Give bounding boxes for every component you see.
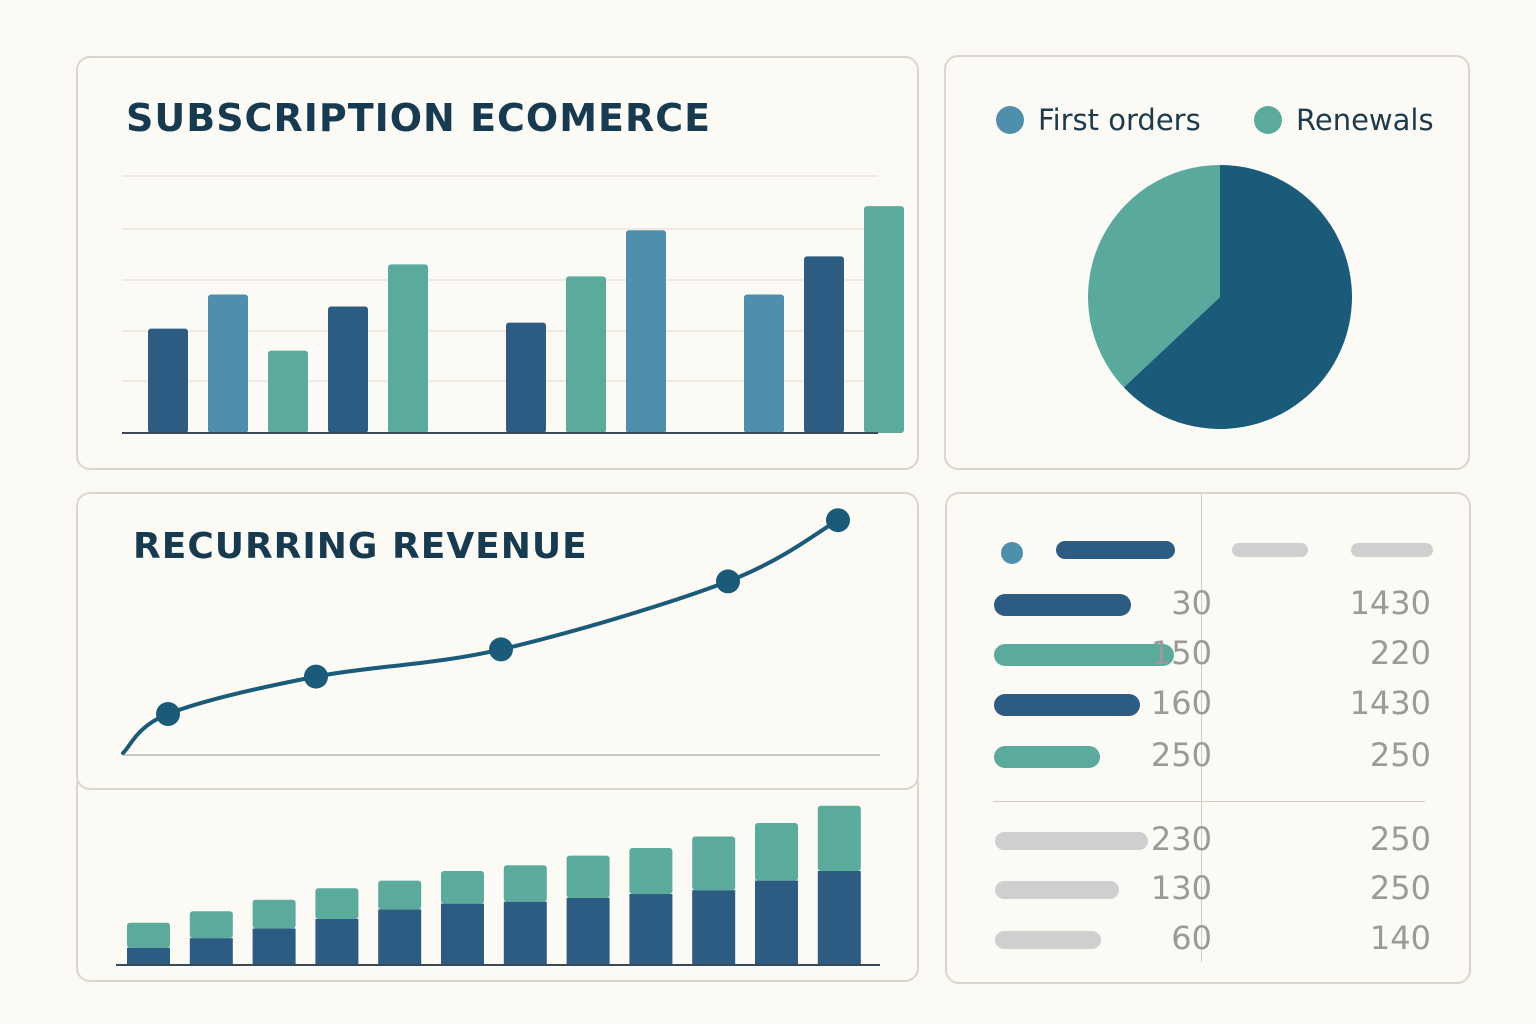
- bar: [506, 322, 546, 433]
- legend-item-renewals: Renewals: [1254, 103, 1434, 137]
- cell-value: 1430: [1349, 584, 1431, 622]
- stacked-bar-segment: [189, 911, 233, 939]
- cell-value: 220: [1369, 634, 1431, 672]
- legend-swatch: [1254, 106, 1282, 134]
- pie-slice: [1088, 165, 1220, 388]
- row-bar: [994, 694, 1140, 716]
- stacked-bar-segment: [755, 880, 798, 965]
- stacked-bar-segment: [566, 855, 610, 898]
- cell-value: 160: [1150, 684, 1212, 722]
- cell-value: 250: [1369, 869, 1431, 907]
- stacked-bar-segment: [189, 938, 233, 965]
- stacked-bar-segment: [127, 947, 170, 965]
- legend-label: First orders: [1038, 103, 1201, 137]
- bar: [626, 230, 666, 433]
- cell-value: 1430: [1349, 684, 1431, 722]
- cell-value: 230: [1150, 820, 1212, 858]
- data-point: [489, 637, 513, 662]
- row-placeholder-bar: [995, 931, 1102, 949]
- stacked-bar-segment: [503, 865, 547, 902]
- stacked-bar-segment: [566, 897, 610, 965]
- cell-value: 250: [1150, 736, 1212, 774]
- bar-chart: [122, 175, 904, 434]
- data-point: [716, 569, 740, 594]
- bar: [328, 306, 368, 433]
- legend-item-first-orders: First orders: [996, 103, 1201, 137]
- data-table-panel: 30 1430 150 220 160 1430 250 250 230 250 130 250 60 1…: [945, 492, 1471, 984]
- row-placeholder-bar: [995, 881, 1120, 899]
- cell-value: 30: [1171, 584, 1212, 622]
- stacked-bar-segment: [692, 890, 736, 965]
- bar: [388, 264, 428, 433]
- header-bar: [1056, 541, 1175, 559]
- row-bar: [994, 644, 1174, 666]
- stacked-bar-segment: [252, 928, 296, 965]
- stacked-bar-panel: [76, 770, 919, 982]
- stacked-bar-segment: [441, 870, 484, 904]
- header-placeholder: [1232, 543, 1308, 557]
- data-point: [826, 508, 850, 533]
- row-divider: [993, 801, 1425, 802]
- chart-title: SUBSCRIPTION ECOMERCE: [126, 96, 712, 140]
- cell-value: 60: [1171, 919, 1212, 957]
- stacked-bar-segment: [755, 823, 798, 881]
- bar: [208, 294, 248, 433]
- stacked-bar-segment: [252, 899, 296, 929]
- stacked-bar-segment: [692, 836, 736, 891]
- stacked-bar-segment: [817, 805, 861, 871]
- legend-label: Renewals: [1296, 103, 1434, 137]
- header-placeholder: [1351, 543, 1433, 557]
- stacked-bar-segment: [441, 903, 484, 965]
- pie-chart-panel: First orders Renewals: [944, 55, 1470, 470]
- stacked-bar-segment: [378, 909, 422, 965]
- stacked-bar-chart: [116, 805, 880, 966]
- bar: [864, 206, 904, 433]
- bar: [804, 256, 844, 433]
- cell-value: 250: [1369, 820, 1431, 858]
- stacked-bar-segment: [315, 918, 359, 965]
- row-bar: [994, 746, 1101, 768]
- bar-chart-panel: SUBSCRIPTION ECOMERCE: [76, 56, 919, 470]
- row-placeholder-bar: [995, 832, 1148, 850]
- bar: [148, 328, 188, 433]
- line-series: [121, 518, 840, 755]
- pie-slice: [1123, 165, 1352, 429]
- cell-value: 140: [1369, 919, 1431, 957]
- data-point: [156, 702, 180, 726]
- stacked-bar-segment: [503, 901, 547, 965]
- data-point: [304, 664, 328, 689]
- stacked-bar-segment: [817, 870, 861, 965]
- column-divider: [1201, 494, 1202, 962]
- pie-chart: [1088, 165, 1352, 429]
- stacked-bar-segment: [629, 894, 673, 965]
- cell-value: 150: [1150, 634, 1212, 672]
- row-bar: [994, 594, 1131, 616]
- line-chart-panel: RECURRING REVENUE: [76, 492, 919, 790]
- legend-dot-icon: [1001, 542, 1023, 564]
- legend-swatch: [996, 106, 1024, 134]
- cell-value: 130: [1150, 869, 1212, 907]
- stacked-bar-segment: [378, 880, 422, 910]
- line-chart: [121, 508, 880, 756]
- stacked-bar-segment: [127, 922, 170, 948]
- chart-title: RECURRING REVENUE: [133, 526, 588, 567]
- stacked-bar-segment: [629, 847, 673, 895]
- bar: [268, 350, 308, 433]
- stacked-bar-segment: [315, 888, 359, 919]
- cell-value: 250: [1369, 736, 1431, 774]
- bar: [744, 294, 784, 433]
- bar: [566, 276, 606, 433]
